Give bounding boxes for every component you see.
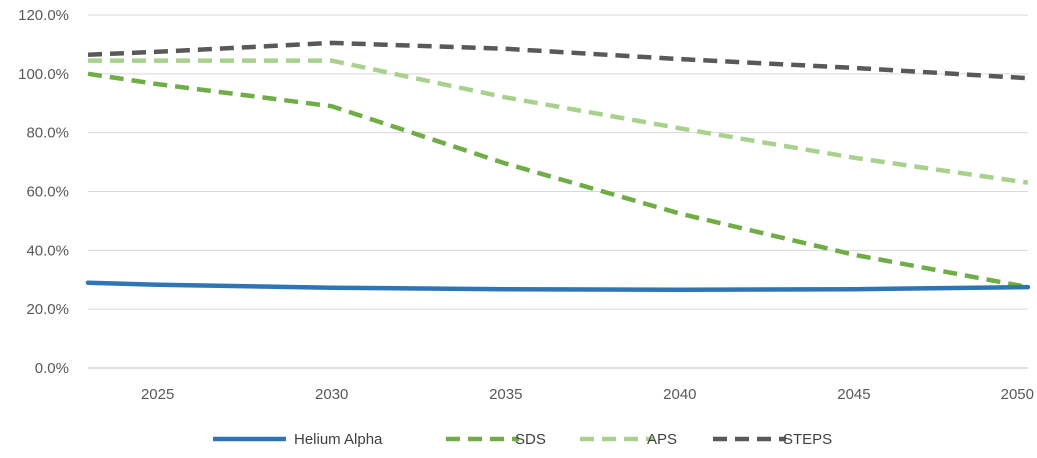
legend-label: Helium Alpha — [294, 431, 383, 448]
legend: Helium Alpha SDS APS STEPS — [213, 431, 832, 448]
x-tick-label: 2035 — [489, 386, 522, 403]
y-tick-label: 0.0% — [35, 360, 69, 377]
series-lines — [85, 40, 1031, 293]
y-axis-ticks: 0.0% 20.0% 40.0% 60.0% 80.0% 100.0% 120.0% — [18, 7, 69, 377]
x-axis-ticks: 2025 2030 2035 2040 2045 2050 — [141, 386, 1034, 403]
legend-label: SDS — [515, 431, 546, 448]
y-tick-label: 20.0% — [26, 301, 69, 318]
y-tick-label: 120.0% — [18, 7, 69, 24]
legend-label: APS — [647, 431, 677, 448]
y-tick-label: 60.0% — [26, 184, 69, 201]
x-tick-label: 2025 — [141, 386, 174, 403]
x-tick-label: 2050 — [1001, 386, 1034, 403]
gridlines — [88, 14, 1028, 369]
series-line-aps — [88, 58, 1029, 185]
series-line-sds — [87, 71, 1029, 290]
y-tick-label: 100.0% — [18, 66, 69, 83]
x-tick-label: 2040 — [663, 386, 696, 403]
y-tick-label: 40.0% — [26, 242, 69, 259]
series-line-helium-alpha — [85, 280, 1031, 293]
series-line-steps — [87, 40, 1029, 81]
x-tick-label: 2030 — [315, 386, 348, 403]
legend-label: STEPS — [783, 431, 832, 448]
y-tick-label: 80.0% — [26, 125, 69, 142]
x-tick-label: 2045 — [837, 386, 870, 403]
